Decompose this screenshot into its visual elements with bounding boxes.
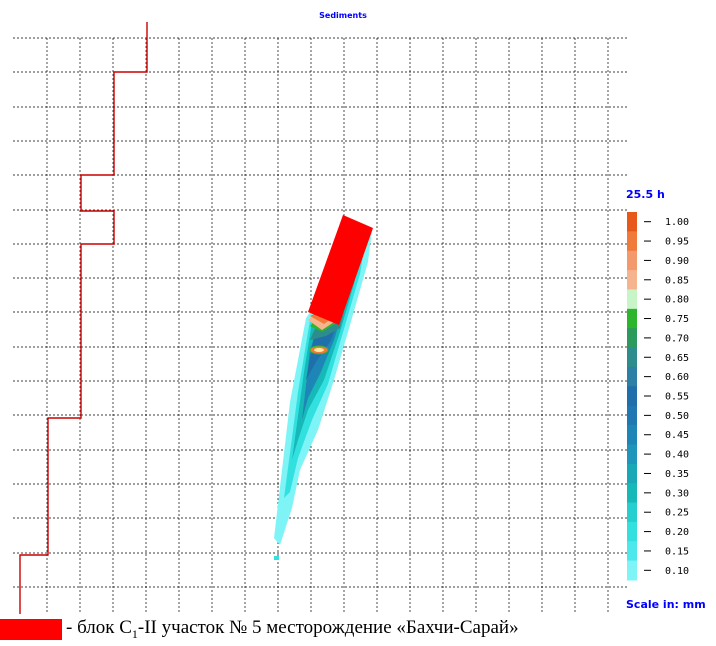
colorbar-segment xyxy=(627,231,637,252)
colorbar-label: 0.65 xyxy=(665,353,689,364)
colorbar-segment xyxy=(627,483,637,504)
colorbar-label: 0.20 xyxy=(665,527,689,538)
colorbar-segment xyxy=(627,386,637,407)
plume-hotspot-core xyxy=(314,348,324,352)
colorbar-label: 0.90 xyxy=(665,256,689,267)
colorbar-segment xyxy=(627,250,637,271)
colorbar-label: 0.10 xyxy=(665,566,689,577)
colorbar-label: 0.45 xyxy=(665,430,689,441)
colorbar-label: 0.55 xyxy=(665,392,689,403)
colorbar-segment xyxy=(627,405,637,426)
map-title: Sediments xyxy=(319,11,367,20)
colorbar-segment xyxy=(627,560,637,581)
colorbar-segment xyxy=(627,425,637,445)
scale-unit-label: Scale in: mm xyxy=(626,598,706,611)
colorbar-segment xyxy=(627,541,637,562)
colorbar-segment xyxy=(627,521,637,542)
grid-lines xyxy=(13,37,628,614)
boundary-polyline xyxy=(19,22,148,614)
colorbar-segment xyxy=(627,212,637,232)
colorbar-label: 0.70 xyxy=(665,333,689,344)
colorbar-segment xyxy=(627,270,637,290)
colorbar-label: 0.40 xyxy=(665,450,689,461)
colorbar-label: 0.80 xyxy=(665,295,689,306)
colorbar-label: 0.50 xyxy=(665,411,689,422)
plume-fragment xyxy=(274,556,279,560)
colorbar: 1.00 0.95 0.90 0.85 0.80 0.75 0.70 0.65 0.60 0.55… xyxy=(627,212,689,581)
colorbar-label: 0.35 xyxy=(665,469,689,480)
boundary-line xyxy=(19,22,148,614)
colorbar-label: 0.95 xyxy=(665,237,689,248)
colorbar-segment xyxy=(627,366,637,387)
colorbar-segment xyxy=(627,308,637,329)
colorbar-segment xyxy=(627,328,637,349)
source-block xyxy=(308,215,373,325)
legend-text-prefix: - блок С xyxy=(66,617,132,638)
colorbar-segment xyxy=(627,347,637,368)
legend: - блок С1-II участок № 5 месторождение «… xyxy=(0,615,716,641)
source-block-shape xyxy=(308,215,373,325)
colorbar-label: 0.60 xyxy=(665,372,689,383)
colorbar-segment xyxy=(627,444,637,465)
colorbar-segment xyxy=(627,463,637,484)
legend-text-suffix: -II участок № 5 месторождение «Бахчи-Сар… xyxy=(137,617,519,638)
colorbar-segment xyxy=(627,502,637,523)
legend-swatch xyxy=(0,619,62,640)
legend-text: - блок С1-II участок № 5 месторождение «… xyxy=(66,617,519,642)
legend-text-sub: 1 xyxy=(131,626,138,641)
colorbar-label: 1.00 xyxy=(665,217,689,228)
colorbar-label: 0.30 xyxy=(665,488,689,499)
colorbar-label: 0.85 xyxy=(665,275,689,286)
time-label: 25.5 h xyxy=(626,188,665,201)
colorbar-label: 0.75 xyxy=(665,314,689,325)
colorbar-label: 0.15 xyxy=(665,546,689,557)
colorbar-segment xyxy=(627,289,637,310)
colorbar-label: 0.25 xyxy=(665,508,689,519)
